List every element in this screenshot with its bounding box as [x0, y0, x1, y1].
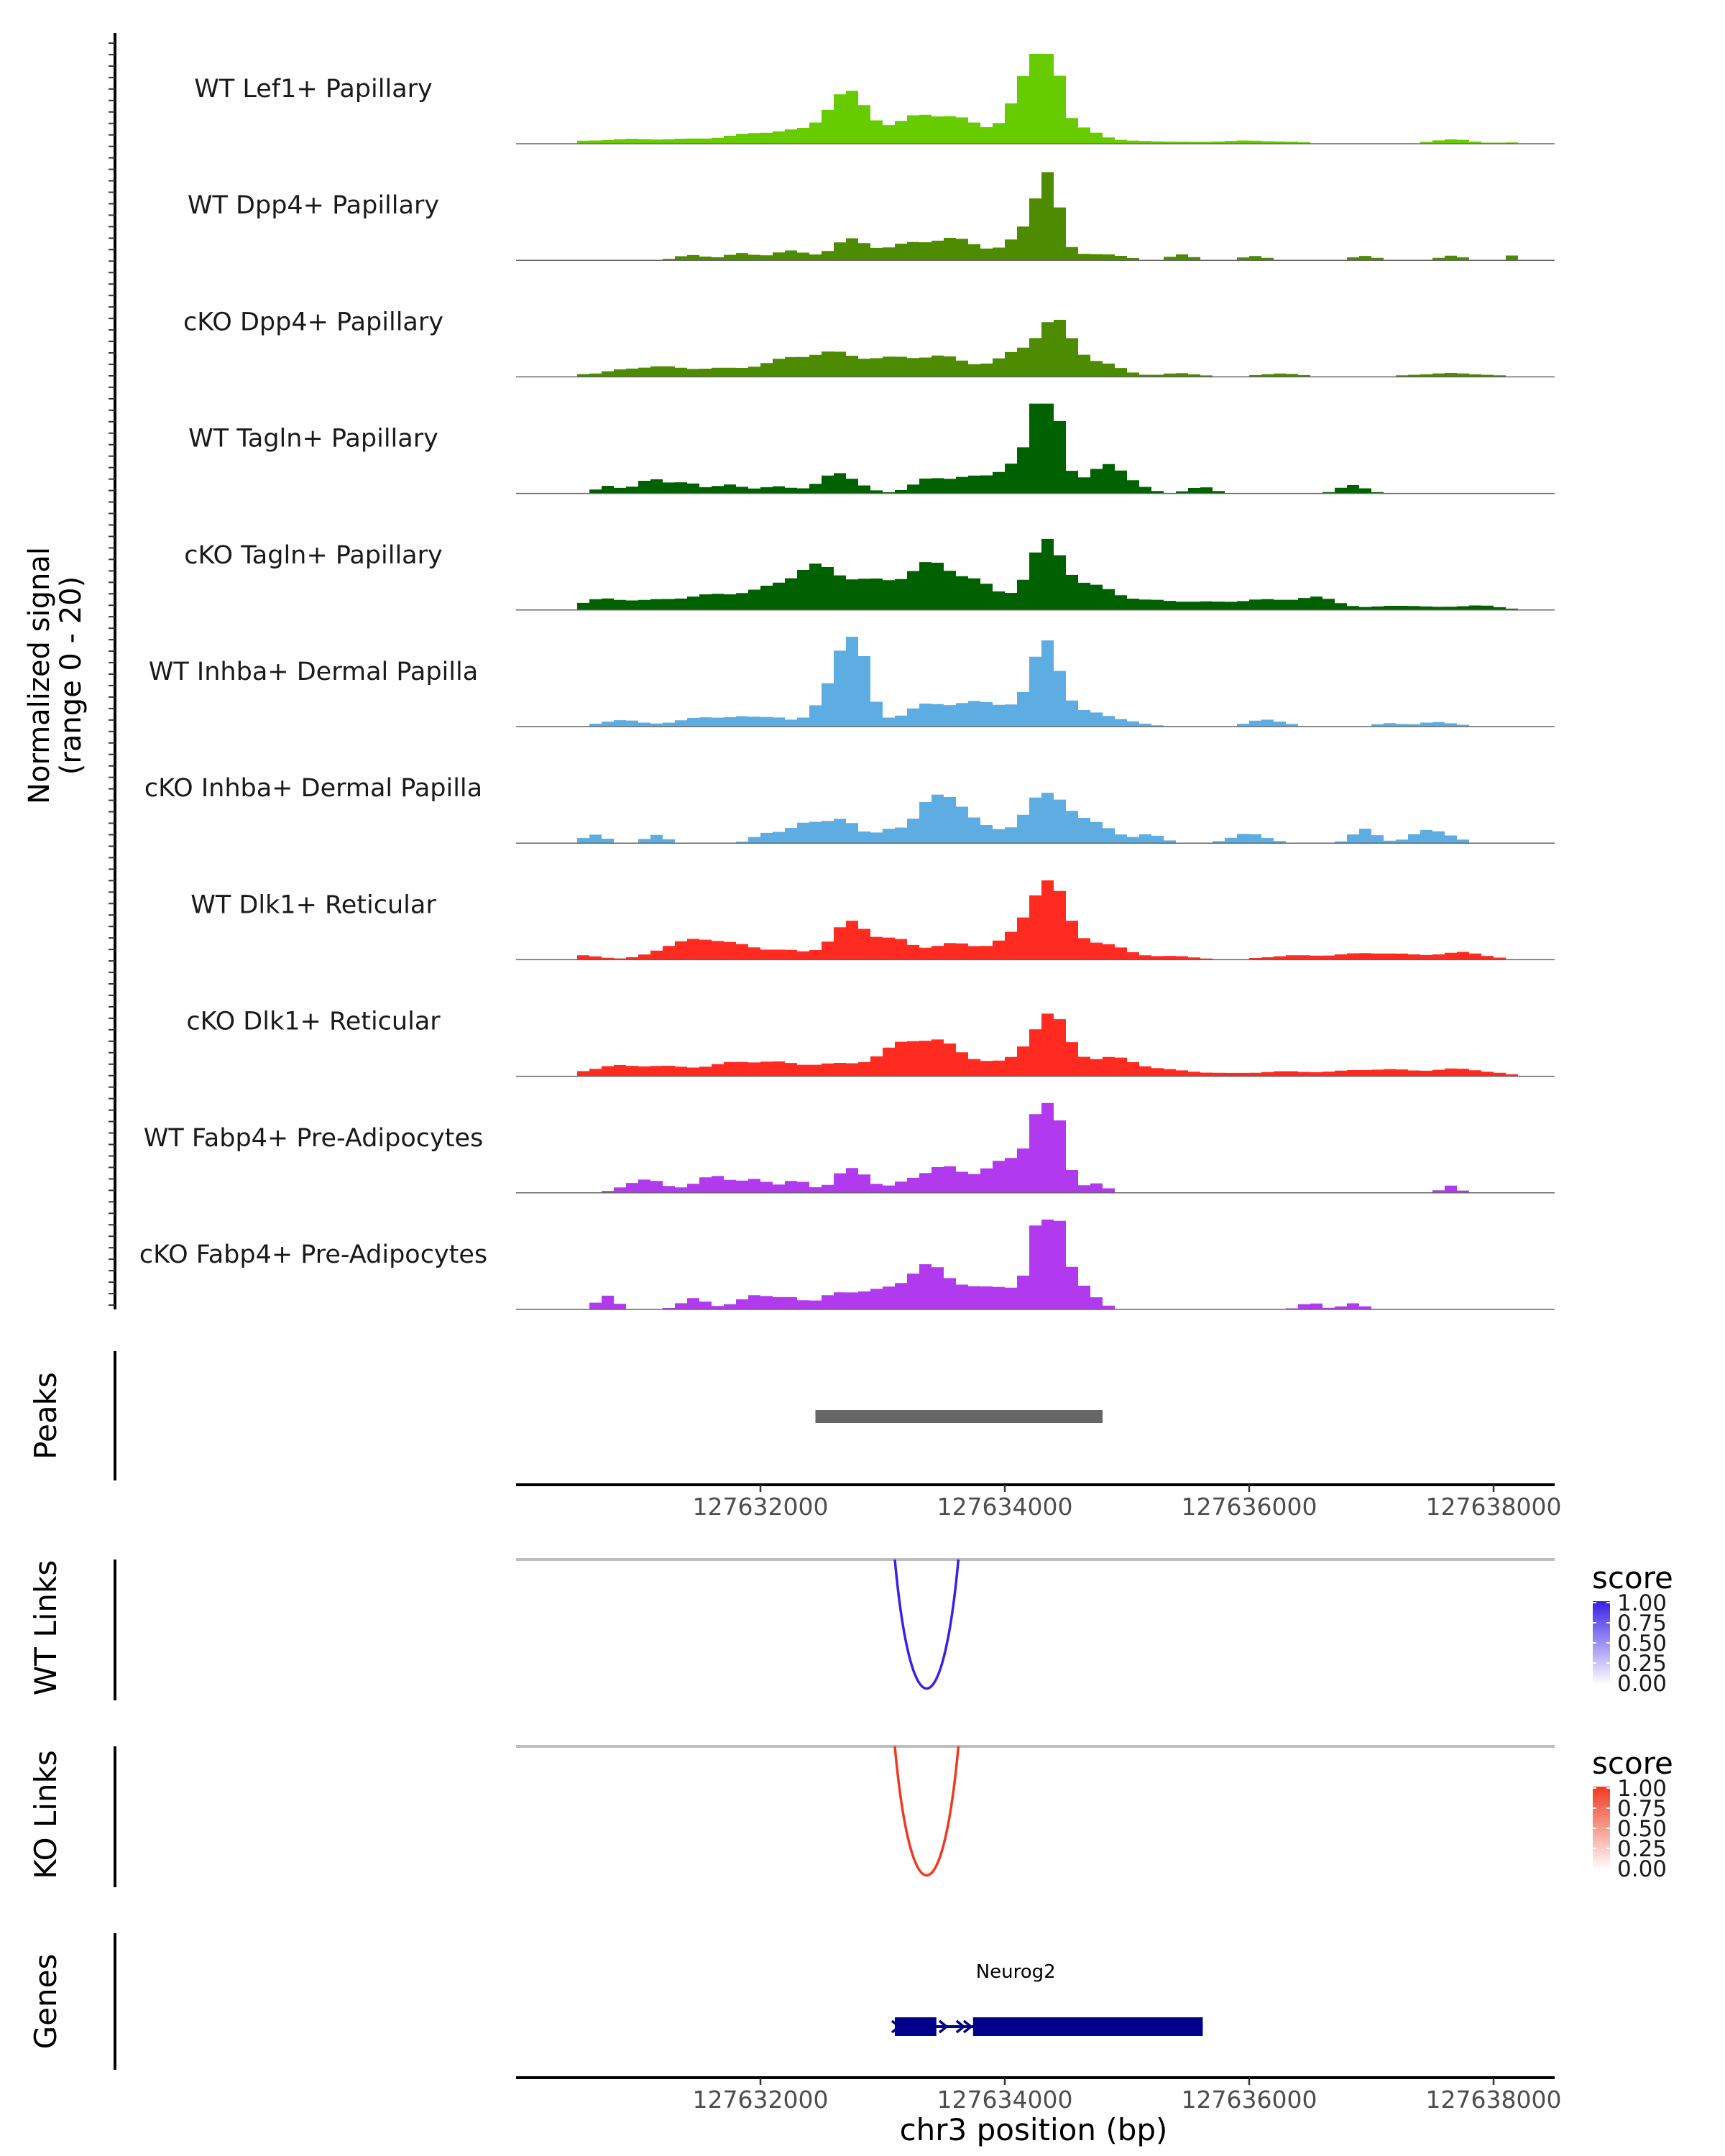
legend-tick-label: 1.00 [1617, 1776, 1667, 1802]
coverage-y-axis [109, 33, 116, 1309]
track-10: cKO Fabp4+ Pre-Adipocytes [139, 1220, 1555, 1310]
track-label: cKO Dpp4+ Papillary [183, 308, 443, 336]
gene-strand-arrow [938, 2019, 949, 2034]
x-axis-middle: 127632000 127634000 127636000 127638000 [516, 1483, 1562, 1521]
track-label: WT Lef1+ Papillary [194, 75, 433, 103]
track-label: cKO Dlk1+ Reticular [186, 1008, 441, 1036]
track-signal-area [577, 1220, 1518, 1309]
links-track-label: KO Links [28, 1750, 63, 1879]
gene-strand-arrow [962, 2019, 973, 2034]
x-tick-label: 127636000 [1182, 1493, 1317, 1521]
track-2: cKO Dpp4+ Papillary [183, 308, 1555, 378]
legend-tick-label: 0.75 [1617, 1796, 1667, 1822]
legend-tick-label: 0.50 [1617, 1816, 1667, 1842]
legend-title: score [1592, 1560, 1673, 1595]
track-9: WT Fabp4+ Pre-Adipocytes [144, 1102, 1555, 1194]
track-label: cKO Fabp4+ Pre-Adipocytes [139, 1240, 487, 1269]
track-signal-area [577, 880, 1518, 960]
links-track-label: WT Links [28, 1560, 63, 1695]
legend-tick-label: 0.00 [1617, 1671, 1667, 1697]
peaks-track-label: Peaks [28, 1372, 63, 1460]
x-axis-bottom: 127632000 127634000 127636000 127638000 [516, 2076, 1562, 2114]
x-axis-title: chr3 position (bp) [900, 2112, 1168, 2147]
track-label: cKO Inhba+ Dermal Papilla [144, 774, 482, 803]
link-arc [893, 1559, 960, 1690]
track-signal-area [577, 793, 1518, 844]
x-tick-label: 127636000 [1182, 2086, 1317, 2114]
x-tick-label: 127638000 [1426, 2086, 1562, 2114]
link-arc [893, 1746, 960, 1876]
x-tick-label: 127632000 [693, 2086, 829, 2114]
coverage-y-label-line2: (range 0 - 20) [55, 576, 88, 775]
track-4: cKO Tagln+ Papillary [184, 538, 1555, 611]
track-7: WT Dlk1+ Reticular [190, 880, 1555, 961]
gene-strand-arrow [955, 2019, 966, 2034]
legend-tick-label: 0.00 [1617, 1856, 1667, 1882]
coverage-y-label-line1: Normalized signal [23, 547, 56, 804]
legend-tick-label: 0.25 [1617, 1651, 1667, 1677]
peaks-track [815, 1410, 1103, 1423]
gene-exon [895, 2017, 937, 2036]
track-5: WT Inhba+ Dermal Papilla [149, 637, 1555, 727]
coverage-tracks: WT Lef1+ Papillary WT Dpp4+ Papillary cKO … [139, 54, 1555, 1310]
track-signal-area [577, 538, 1518, 610]
track-label: WT Tagln+ Papillary [188, 425, 438, 453]
genes-track: Neurog2 [891, 1961, 1203, 2036]
track-label: WT Dlk1+ Reticular [190, 890, 436, 919]
gene-exon [972, 2017, 1203, 2036]
x-tick-label: 127634000 [937, 2086, 1073, 2114]
track-signal-area [577, 637, 1518, 727]
track-signal-area [577, 1013, 1518, 1077]
track-8: cKO Dlk1+ Reticular [186, 1008, 1555, 1077]
track-signal-area [577, 403, 1518, 494]
x-tick-label: 127632000 [693, 1493, 829, 1521]
x-tick-label: 127634000 [937, 1493, 1073, 1521]
track-label: cKO Tagln+ Papillary [184, 541, 443, 570]
peak-region [815, 1410, 1103, 1423]
legend-tick-label: 0.25 [1617, 1836, 1667, 1862]
track-signal-area [577, 54, 1518, 144]
track-3: WT Tagln+ Papillary [188, 403, 1555, 494]
track-signal-area [577, 172, 1518, 261]
track-label: WT Dpp4+ Papillary [188, 191, 439, 220]
legend-tick-label: 1.00 [1617, 1590, 1667, 1616]
genes-track-label: Genes [28, 1954, 63, 2050]
track-6: cKO Inhba+ Dermal Papilla [144, 774, 1555, 844]
track-1: WT Dpp4+ Papillary [188, 172, 1555, 261]
track-signal-area [577, 1102, 1518, 1193]
legend-tick-label: 0.75 [1617, 1611, 1667, 1636]
track-signal-area [577, 320, 1518, 377]
legend-tick-label: 0.50 [1617, 1631, 1667, 1657]
x-tick-label: 127638000 [1426, 1493, 1562, 1521]
legend-title: score [1592, 1746, 1673, 1781]
track-label: WT Fabp4+ Pre-Adipocytes [144, 1124, 483, 1153]
track-0: WT Lef1+ Papillary [194, 54, 1555, 144]
gene-name-label: Neurog2 [976, 1961, 1056, 1983]
gene-strand-arrow [891, 2019, 901, 2034]
track-label: WT Inhba+ Dermal Papilla [149, 658, 478, 686]
